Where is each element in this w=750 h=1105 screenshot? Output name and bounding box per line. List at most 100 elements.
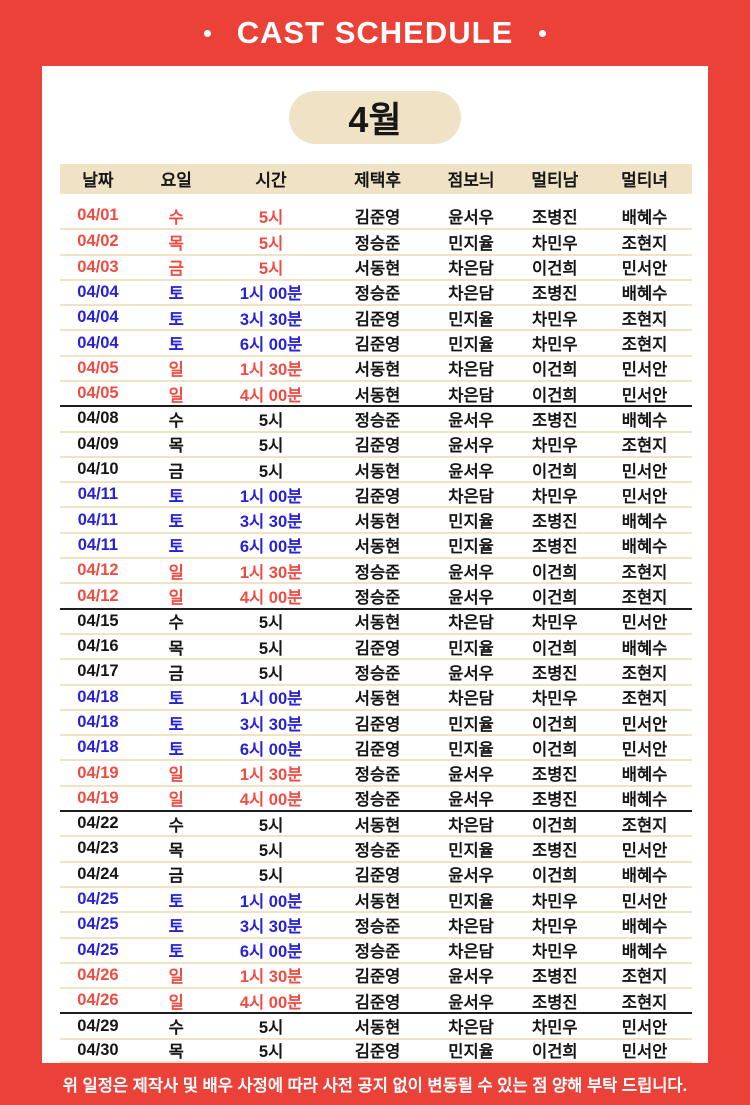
cell-day: 목 <box>168 639 184 658</box>
column-header: 점보늬 <box>447 171 495 191</box>
cell-day: 금 <box>168 867 184 886</box>
table-row: 04/30 목 5시 김준영 민지율 이건희 민서안 <box>60 1037 692 1063</box>
cell-cast: 민지율 <box>448 1043 494 1062</box>
cell-cast: 차민우 <box>532 437 578 456</box>
table-row: 04/26 일 1시 30분 김준영 윤서우 조병진 조현지 <box>60 961 692 987</box>
cell-cast: 조현지 <box>621 664 668 683</box>
table-row: 04/25 토 3시 30분 정승준 차은담 차민우 배혜수 <box>60 911 692 936</box>
cell-cast: 민서안 <box>621 487 668 506</box>
cell-cast: 이건희 <box>532 260 578 279</box>
cast-schedule-table: 날짜 요일 시간 제택후 점보늬 멀티남 멀티녀 04/01 수 5시 김준영 윤서우 조병… <box>60 163 692 1063</box>
cell-date: 04/30 <box>77 1040 119 1059</box>
cell-cast: 차민우 <box>532 917 578 936</box>
cell-date: 04/11 <box>77 510 119 529</box>
cell-cast: 배혜수 <box>621 791 668 810</box>
cell-cast: 조병진 <box>532 208 578 227</box>
cell-time: 1시 30분 <box>239 361 303 380</box>
cell-cast: 조병진 <box>532 513 578 532</box>
cell-time: 5시 <box>258 664 284 683</box>
cell-cast: 이건희 <box>532 1043 578 1062</box>
cell-cast: 서동현 <box>354 462 401 481</box>
cell-day: 수 <box>168 411 184 430</box>
cell-cast: 민지율 <box>448 841 494 860</box>
cell-date: 04/12 <box>77 586 119 605</box>
page-title-bar: CAST SCHEDULE <box>0 0 750 66</box>
cell-day: 목 <box>168 841 184 860</box>
cell-cast: 윤서우 <box>448 437 494 456</box>
cell-date: 04/18 <box>77 738 119 757</box>
cell-cast: 민서안 <box>621 740 668 759</box>
month-badge: 4월 <box>289 91 461 144</box>
cell-cast: 배혜수 <box>621 538 668 557</box>
cell-cast: 윤서우 <box>448 208 494 227</box>
cell-cast: 정승준 <box>354 589 401 608</box>
table-row: 04/26 일 4시 00분 김준영 윤서우 조병진 조현지 <box>60 987 692 1012</box>
cell-cast: 민지율 <box>448 892 494 911</box>
cell-time: 5시 <box>258 1043 284 1062</box>
cell-time: 5시 <box>258 260 284 279</box>
cell-day: 토 <box>168 943 184 962</box>
cell-cast: 이건희 <box>532 563 578 582</box>
cell-time: 5시 <box>258 411 284 430</box>
cell-time: 1시 30분 <box>239 766 303 785</box>
title-right-dot-icon <box>539 29 547 37</box>
cell-cast: 윤서우 <box>448 411 494 430</box>
table-row: 04/18 토 3시 30분 김준영 민지율 이건희 민서안 <box>60 708 692 734</box>
cell-cast: 조현지 <box>621 336 668 355</box>
cell-time: 3시 30분 <box>239 310 303 329</box>
cell-cast: 차민우 <box>532 690 578 709</box>
cell-cast: 차은담 <box>448 917 494 936</box>
cell-cast: 정승준 <box>354 917 401 936</box>
cell-cast: 조병진 <box>532 841 578 860</box>
table-row: 04/18 토 1시 00분 서동현 차은담 차민우 조현지 <box>60 683 692 709</box>
table-row: 04/12 일 4시 00분 정승준 윤서우 이건희 조현지 <box>60 582 692 607</box>
cell-cast: 민지율 <box>448 234 494 253</box>
cell-day: 금 <box>168 664 184 683</box>
column-header: 제택후 <box>354 171 402 191</box>
cell-cast: 김준영 <box>354 437 401 456</box>
cell-day: 일 <box>168 968 184 987</box>
cell-cast: 민서안 <box>621 892 668 911</box>
cell-cast: 배혜수 <box>621 285 668 304</box>
cell-time: 5시 <box>258 1019 284 1038</box>
cell-cast: 조현지 <box>621 437 668 456</box>
cell-cast: 윤서우 <box>448 791 494 810</box>
cell-cast: 조현지 <box>621 563 668 582</box>
cell-time: 4시 00분 <box>239 993 303 1012</box>
cell-cast: 차은담 <box>448 614 494 633</box>
cell-cast: 민서안 <box>621 1019 668 1038</box>
cell-cast: 배혜수 <box>621 411 668 430</box>
cell-day: 일 <box>168 993 184 1012</box>
cell-time: 6시 00분 <box>239 538 303 557</box>
cell-time: 5시 <box>258 841 284 860</box>
cell-cast: 윤서우 <box>448 968 494 987</box>
cell-day: 일 <box>168 791 184 810</box>
cell-time: 3시 30분 <box>239 917 303 936</box>
cell-cast: 민서안 <box>621 715 668 734</box>
footer-notice: 위 일정은 제작사 및 배우 사정에 따라 사전 공지 없이 변동될 수 있는 … <box>62 1077 688 1095</box>
cell-time: 5시 <box>258 437 284 456</box>
cell-cast: 윤서우 <box>448 664 494 683</box>
cell-cast: 차은담 <box>448 285 494 304</box>
cell-time: 4시 00분 <box>239 386 303 405</box>
cell-cast: 배혜수 <box>621 917 668 936</box>
cell-date: 04/15 <box>77 611 119 630</box>
cell-cast: 차민우 <box>532 614 578 633</box>
cell-day: 수 <box>168 208 184 227</box>
column-header: 날짜 <box>82 171 114 191</box>
cell-day: 목 <box>168 437 184 456</box>
cell-cast: 차민우 <box>532 336 578 355</box>
cell-cast: 민지율 <box>448 740 494 759</box>
cell-cast: 배혜수 <box>621 639 668 658</box>
cell-cast: 정승준 <box>354 234 401 253</box>
cell-cast: 민서안 <box>621 841 668 860</box>
cell-time: 1시 00분 <box>239 285 303 304</box>
cell-cast: 차은담 <box>448 1019 494 1038</box>
cell-day: 토 <box>168 538 184 557</box>
cell-cast: 민지율 <box>448 639 494 658</box>
cell-day: 토 <box>168 740 184 759</box>
cell-day: 토 <box>168 310 184 329</box>
cell-cast: 서동현 <box>354 260 401 279</box>
table-header-row: 날짜 요일 시간 제택후 점보늬 멀티남 멀티녀 <box>60 163 692 194</box>
